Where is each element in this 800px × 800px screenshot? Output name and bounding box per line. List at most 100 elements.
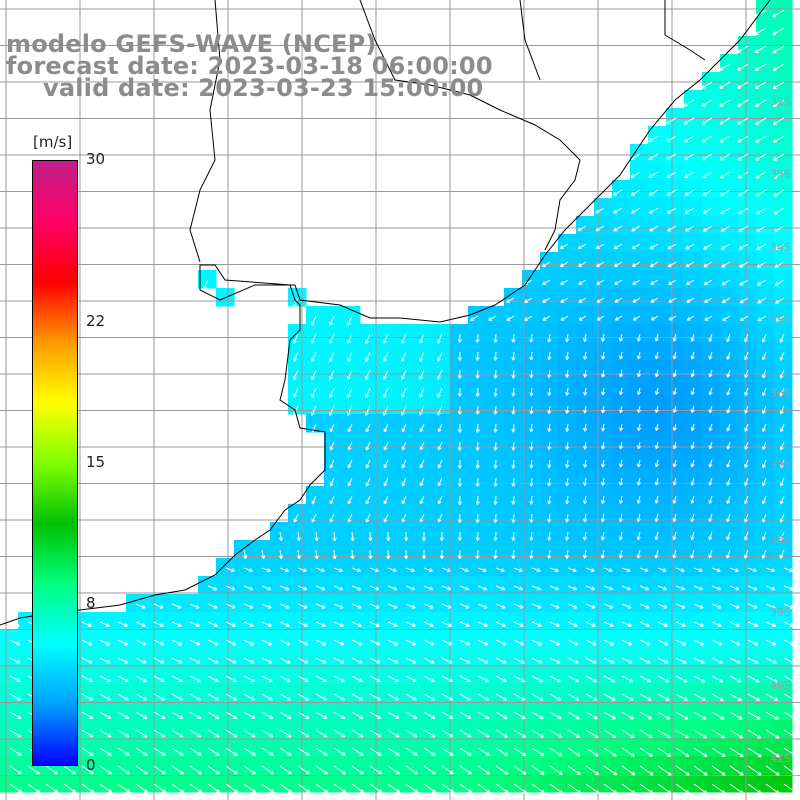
wind-speed-cell bbox=[414, 774, 433, 793]
wind-speed-cell bbox=[108, 720, 127, 739]
wind-speed-cell bbox=[666, 720, 685, 739]
wind-speed-cell bbox=[306, 720, 325, 739]
wind-speed-cell bbox=[450, 378, 469, 397]
wind-speed-cell bbox=[486, 486, 505, 505]
wind-arrow bbox=[565, 549, 570, 559]
wind-speed-cell bbox=[270, 702, 289, 721]
wind-arrow bbox=[441, 729, 454, 738]
wind-speed-cell bbox=[720, 576, 739, 595]
wind-speed-cell bbox=[756, 306, 775, 325]
wind-speed-cell bbox=[396, 576, 415, 595]
wind-arrow bbox=[531, 747, 545, 757]
wind-arrow bbox=[600, 513, 606, 523]
wind-arrow bbox=[757, 297, 767, 304]
wind-speed-cell bbox=[630, 702, 649, 721]
wind-speed-cell bbox=[756, 576, 775, 595]
wind-speed-cell bbox=[234, 576, 253, 595]
wind-speed-cell bbox=[396, 396, 415, 415]
wind-speed-cell bbox=[360, 540, 379, 559]
wind-arrow bbox=[726, 531, 731, 541]
wind-arrow bbox=[779, 549, 785, 559]
wind-speed-cell bbox=[702, 234, 721, 253]
wind-speed-cell bbox=[18, 774, 37, 793]
wind-arrow bbox=[774, 261, 785, 268]
wind-arrow bbox=[315, 783, 329, 793]
wind-speed-cell bbox=[540, 702, 559, 721]
wind-speed-cell bbox=[306, 504, 325, 523]
wind-speed-cell bbox=[612, 576, 631, 595]
wind-speed-cell bbox=[198, 702, 217, 721]
wind-arrow bbox=[708, 531, 713, 541]
wind-speed-cell bbox=[738, 252, 757, 271]
wind-speed-cell bbox=[666, 144, 685, 163]
wind-arrow bbox=[693, 657, 705, 664]
wind-arrow bbox=[719, 135, 731, 143]
wind-speed-cell bbox=[720, 666, 739, 685]
wind-speed-cell bbox=[414, 666, 433, 685]
wind-arrow bbox=[621, 639, 633, 646]
wind-speed-cell bbox=[234, 774, 253, 793]
wind-arrow bbox=[549, 729, 563, 738]
wind-arrow bbox=[547, 333, 552, 343]
wind-speed-cell bbox=[612, 450, 631, 469]
wind-arrow bbox=[333, 657, 345, 664]
wind-speed-cell bbox=[450, 630, 469, 649]
wind-arrow bbox=[636, 405, 642, 414]
wind-arrow bbox=[603, 765, 618, 776]
wind-arrow bbox=[365, 495, 371, 505]
wind-speed-cell bbox=[594, 558, 613, 577]
wind-speed-cell bbox=[522, 378, 541, 397]
wind-arrow bbox=[565, 477, 570, 487]
wind-speed-cell bbox=[666, 486, 685, 505]
wind-speed-cell bbox=[126, 666, 145, 685]
wind-speed-cell bbox=[774, 288, 793, 307]
wind-arrow bbox=[639, 765, 654, 776]
wind-speed-cell bbox=[468, 648, 487, 667]
wind-arrow bbox=[565, 369, 570, 378]
wind-speed-cell bbox=[738, 288, 757, 307]
wind-arrow bbox=[493, 531, 498, 541]
wind-speed-cell bbox=[450, 522, 469, 541]
wind-speed-cell bbox=[450, 324, 469, 343]
wind-speed-cell bbox=[126, 684, 145, 703]
wind-arrow bbox=[618, 549, 623, 559]
wind-speed-cell bbox=[702, 738, 721, 757]
wind-arrow bbox=[364, 351, 371, 362]
wind-speed-cell bbox=[702, 468, 721, 487]
wind-speed-cell bbox=[666, 630, 685, 649]
wind-arrow bbox=[585, 639, 597, 646]
wind-speed-cell bbox=[594, 342, 613, 361]
wind-arrow bbox=[690, 333, 695, 342]
wind-arrow bbox=[693, 567, 703, 573]
wind-speed-cell bbox=[738, 162, 757, 181]
wind-speed-cell bbox=[522, 288, 541, 307]
wind-speed-cell bbox=[0, 666, 19, 685]
wind-speed-cell bbox=[378, 486, 397, 505]
wind-speed-cell bbox=[522, 306, 541, 325]
wind-arrow bbox=[328, 315, 335, 326]
wind-speed-cell bbox=[324, 486, 343, 505]
wind-arrow bbox=[477, 693, 490, 701]
wind-speed-cell bbox=[18, 684, 37, 703]
wind-arrow bbox=[459, 567, 469, 573]
wind-speed-cell bbox=[360, 684, 379, 703]
wind-speed-cell bbox=[558, 684, 577, 703]
wind-speed-cell bbox=[720, 234, 739, 253]
wind-arrow bbox=[657, 639, 669, 646]
wind-arrow bbox=[693, 603, 704, 609]
wind-arrow bbox=[369, 783, 383, 793]
wind-arrow bbox=[475, 495, 480, 505]
wind-arrow bbox=[567, 729, 581, 738]
wind-arrow bbox=[547, 387, 552, 397]
wind-speed-cell bbox=[396, 756, 415, 775]
wind-speed-cell bbox=[432, 594, 451, 613]
wind-speed-cell bbox=[144, 774, 163, 793]
wind-arrow bbox=[693, 765, 708, 776]
wind-arrow bbox=[457, 387, 462, 397]
wind-speed-cell bbox=[702, 720, 721, 739]
wind-speed-cell bbox=[558, 720, 577, 739]
wind-speed-cell bbox=[540, 558, 559, 577]
wind-arrow bbox=[153, 675, 165, 683]
wind-speed-cell bbox=[468, 666, 487, 685]
wind-speed-cell bbox=[288, 378, 307, 397]
